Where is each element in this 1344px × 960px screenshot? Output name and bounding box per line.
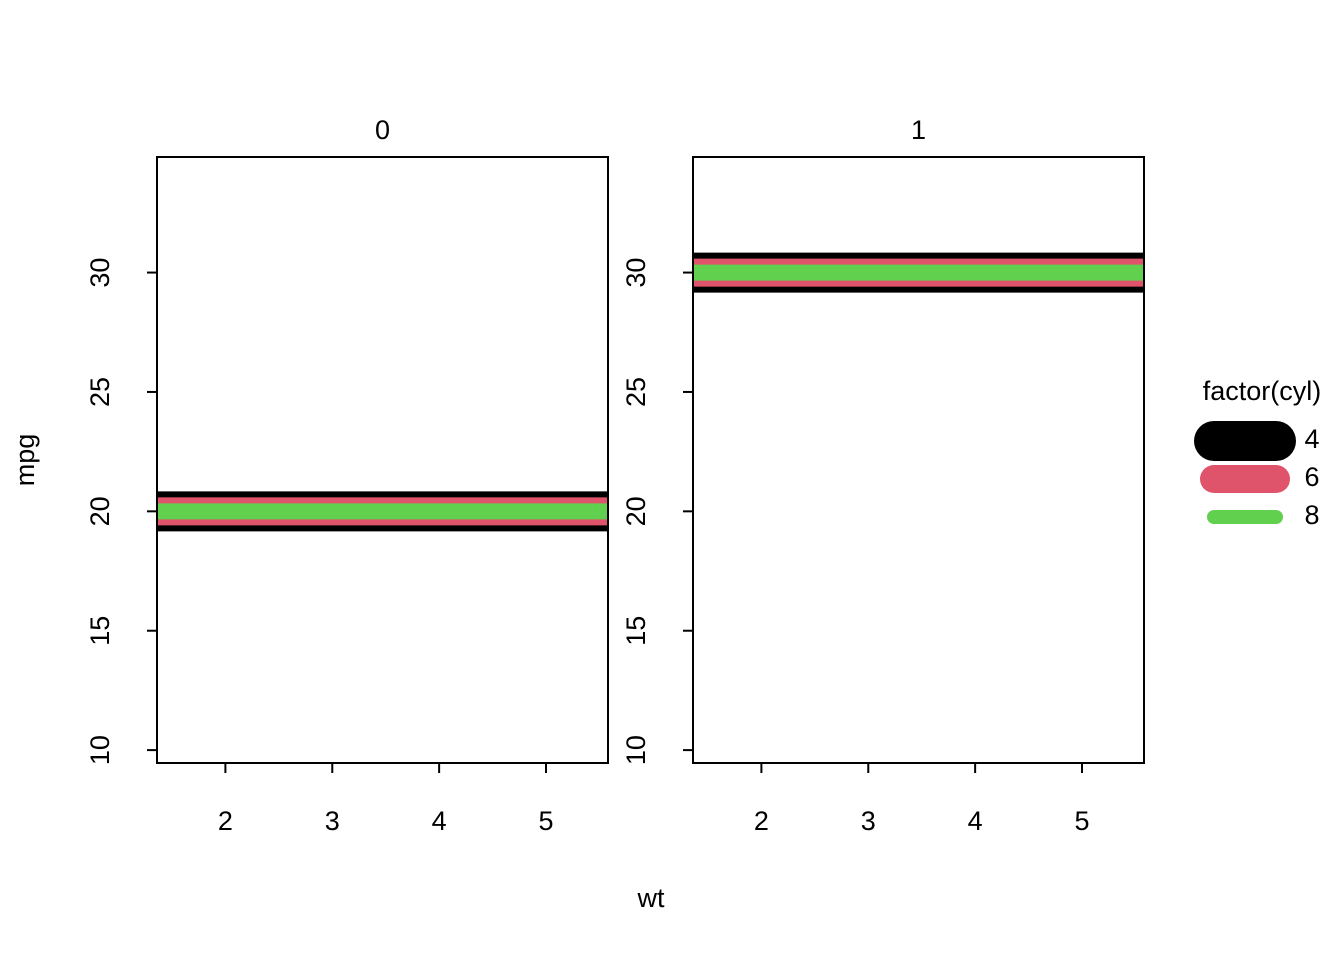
x-tick-label: 4 <box>968 806 983 836</box>
x-tick-label: 2 <box>754 806 769 836</box>
x-tick-label: 5 <box>1074 806 1089 836</box>
x-tick-label: 5 <box>538 806 553 836</box>
y-tick-label: 20 <box>621 496 651 526</box>
panel-frame <box>156 156 609 764</box>
y-tick-label: 30 <box>85 258 115 288</box>
y-tick-label: 20 <box>85 496 115 526</box>
x-tick-label: 2 <box>218 806 233 836</box>
legend-label: 6 <box>1304 462 1319 492</box>
x-tick-label: 3 <box>861 806 876 836</box>
y-tick-label: 15 <box>621 616 651 646</box>
y-tick-label: 10 <box>621 735 651 765</box>
panel-title: 0 <box>375 115 390 145</box>
legend-label: 8 <box>1304 500 1319 530</box>
y-tick-label: 15 <box>85 616 115 646</box>
y-tick-label: 30 <box>621 258 651 288</box>
legend-label: 4 <box>1304 424 1319 454</box>
y-tick-label: 10 <box>85 735 115 765</box>
panel-frame <box>692 156 1145 764</box>
y-tick-label: 25 <box>621 377 651 407</box>
x-tick-label: 3 <box>325 806 340 836</box>
legend-title: factor(cyl) <box>1203 376 1322 406</box>
y-axis-label: mpg <box>10 434 40 487</box>
panel-title: 1 <box>911 115 926 145</box>
x-tick-label: 4 <box>432 806 447 836</box>
y-tick-label: 25 <box>85 377 115 407</box>
x-axis-label: wt <box>637 883 665 913</box>
